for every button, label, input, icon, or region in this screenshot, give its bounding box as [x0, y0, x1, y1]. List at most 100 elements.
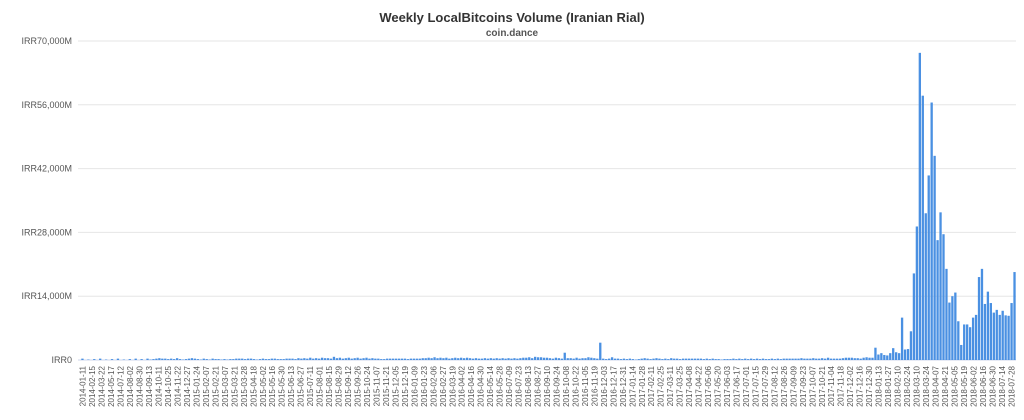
x-tick-label: 2018-03-10 [913, 365, 922, 406]
bar [418, 358, 421, 360]
x-tick-label: 2017-02-11 [647, 365, 656, 406]
bar [619, 359, 623, 360]
bar [963, 324, 966, 360]
x-tick-label: 2018-04-07 [931, 365, 940, 406]
x-tick-label: 2017-12-30 [865, 365, 874, 406]
bar [412, 358, 415, 360]
x-tick-label: 2014-08-30 [136, 365, 145, 406]
bar [966, 324, 969, 360]
bar [770, 358, 774, 360]
bar [347, 357, 350, 360]
bar [581, 358, 584, 360]
y-tick-label: IRR0 [51, 355, 72, 365]
x-tick-label: 2017-01-28 [638, 365, 647, 406]
bar [735, 359, 738, 360]
bar [451, 358, 454, 360]
bar [782, 358, 785, 360]
x-tick-label: 2017-06-17 [732, 365, 741, 406]
x-tick-label: 2015-06-13 [287, 365, 296, 406]
bar [155, 358, 158, 360]
bar [637, 359, 640, 360]
x-axis-labels: 2014-01-11 2014-02-15 2014-03-22 2014-05-17… [79, 365, 1017, 406]
bar [551, 358, 555, 360]
x-tick-label: 2018-07-14 [998, 365, 1007, 406]
bar [803, 358, 806, 360]
bar [974, 314, 978, 360]
x-tick-label: 2017-03-25 [676, 365, 685, 406]
bar [312, 358, 315, 360]
x-tick-label: 2016-04-30 [477, 365, 486, 406]
x-tick-label: 2017-12-16 [856, 365, 865, 406]
x-tick-label: 2016-01-09 [410, 365, 419, 406]
bar [353, 358, 356, 360]
bar [968, 327, 972, 360]
x-tick-label: 2015-09-26 [354, 365, 363, 406]
x-tick-label: 2017-08-26 [780, 365, 789, 406]
x-tick-label: 2016-08-13 [524, 365, 533, 406]
bar [495, 358, 498, 360]
x-tick-label: 2017-09-23 [799, 365, 808, 406]
bar [829, 358, 833, 360]
bar [433, 357, 436, 360]
bar [590, 357, 593, 360]
bar [489, 358, 492, 360]
bar [460, 357, 463, 360]
x-tick-label: 2015-01-24 [192, 365, 201, 406]
x-tick-label: 2016-12-31 [619, 365, 628, 406]
bar [474, 358, 478, 360]
bar [285, 358, 288, 360]
bar [841, 358, 845, 360]
bar [288, 358, 291, 360]
bar [569, 358, 572, 360]
bar [309, 357, 312, 360]
bar [528, 357, 531, 360]
bar [134, 358, 137, 360]
bar [773, 359, 776, 360]
bar [643, 358, 646, 360]
bar [862, 357, 865, 360]
x-tick-label: 2014-09-13 [145, 365, 154, 406]
bar [190, 358, 194, 360]
bar [714, 359, 717, 360]
bar [545, 357, 549, 360]
bar [445, 357, 448, 360]
x-tick-label: 2018-06-02 [969, 365, 978, 406]
bar [480, 358, 484, 360]
bar [572, 358, 575, 360]
bar [738, 358, 741, 360]
bar [477, 358, 481, 360]
bar [332, 356, 336, 360]
bar [844, 357, 848, 360]
x-tick-label: 2016-11-19 [590, 365, 599, 406]
bar [318, 358, 321, 360]
bar [291, 358, 294, 360]
bar [525, 357, 528, 360]
bar [323, 358, 327, 360]
bar [513, 358, 516, 360]
bar [335, 358, 339, 360]
bar [178, 359, 182, 360]
bar [563, 352, 566, 360]
x-tick-label: 2015-09-12 [344, 365, 353, 406]
bar [764, 359, 768, 360]
bar [865, 357, 868, 360]
bar [1004, 315, 1007, 360]
bar [758, 359, 762, 360]
x-tick-label: 2015-08-29 [335, 365, 344, 406]
bar [942, 234, 945, 360]
bar [732, 358, 735, 360]
bar [868, 357, 871, 360]
bar [927, 175, 930, 360]
bar [140, 359, 143, 360]
bar [883, 354, 886, 360]
bar [356, 357, 359, 360]
bar [99, 358, 102, 360]
bar [596, 358, 599, 360]
bar [522, 357, 525, 360]
bar [273, 358, 276, 360]
bar [229, 359, 232, 360]
x-tick-label: 2018-01-27 [884, 365, 893, 406]
bar [1007, 315, 1010, 360]
bar [350, 358, 353, 360]
bar [400, 358, 404, 360]
